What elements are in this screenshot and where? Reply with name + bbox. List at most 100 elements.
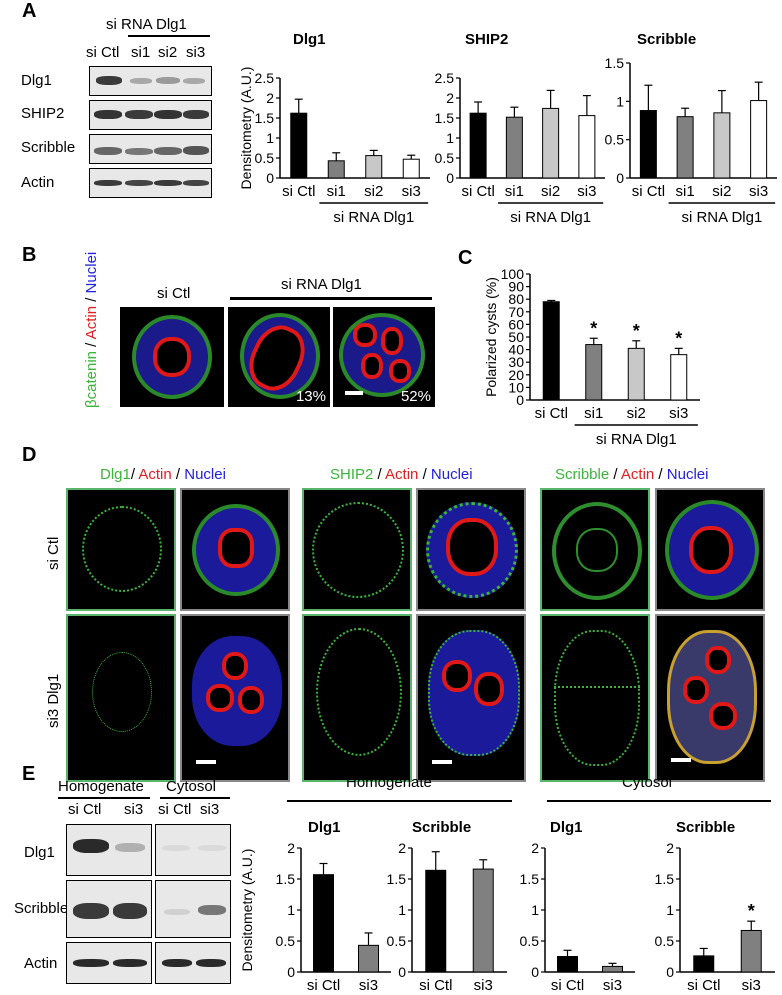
western-blot-hom-actin (66, 942, 152, 984)
y-tick-label: 0.5 (255, 150, 275, 166)
y-tick-label: 2.5 (435, 70, 455, 86)
cyst-image-si-rna-2: 52% (333, 307, 435, 407)
x-tick-label: si2 (627, 405, 646, 422)
percentage-label: 52% (400, 388, 431, 405)
lane-label: si Ctl (158, 801, 192, 818)
panel-d-header-ship2: SHIP2 / Actin / Nuclei (330, 466, 473, 483)
percentage-label: 13% (295, 388, 326, 405)
bar (639, 110, 657, 179)
micrograph-ship2-si3 (302, 614, 412, 782)
y-tick-label: 60 (508, 316, 524, 332)
western-blot-hom-scribble (66, 880, 152, 938)
y-tick-label: 100 (501, 266, 525, 282)
chart-title: SHIP2 (465, 31, 508, 48)
chart-title: Scribble (637, 31, 696, 48)
x-tick-label: si3 (742, 977, 761, 994)
western-blot-cyt-dlg1 (155, 824, 231, 876)
y-tick-label: 0 (666, 964, 674, 980)
y-tick-label: 1.5 (655, 871, 675, 887)
bar (505, 116, 523, 179)
group-label: si RNA Dlg1 (596, 431, 677, 448)
lane-label: si3 (186, 44, 206, 61)
y-tick-label: 0 (446, 170, 454, 186)
bar (358, 944, 379, 973)
chart-title: Dlg1 (308, 819, 341, 836)
y-tick-label: 2 (398, 840, 406, 856)
bar (425, 869, 447, 973)
bar (713, 112, 731, 179)
y-tick-label: 1.5 (605, 55, 625, 71)
lane-label: si Ctl (68, 801, 102, 818)
micrograph-dlg1-si3 (66, 614, 176, 782)
panel-label-a: A (22, 0, 37, 22)
group-line (287, 800, 512, 802)
x-tick-label: si2 (712, 183, 731, 200)
y-tick-label: 2 (266, 90, 274, 106)
chart-group-header-cytosol: Cytosol (622, 774, 673, 791)
western-blot-scribble (89, 134, 212, 164)
bar (693, 955, 715, 973)
bar (585, 344, 603, 401)
bar (290, 112, 308, 179)
chart-e-cyt-dlg1: Dlg1 0 0.5 1 1.5 2 si Ctl si3 (520, 819, 635, 994)
group-label: si RNA Dlg1 (333, 209, 414, 226)
chart-group-header-homogenate: Homogenate (346, 774, 432, 791)
y-tick-label: 1 (398, 902, 406, 918)
y-tick-label: 1.5 (520, 871, 540, 887)
micrograph-merge-scribble-si3 (655, 614, 765, 782)
x-tick-label: si1 (327, 183, 346, 200)
chart-c-polarized-cysts: Polarized cysts (%) 010203040506070809010… (483, 266, 700, 448)
bar (469, 112, 487, 179)
y-tick-label: 0 (398, 964, 406, 980)
y-tick-label: 1.5 (387, 871, 407, 887)
y-tick-label: 2 (446, 90, 454, 106)
blot-header-homogenate: Homogenate (58, 778, 144, 795)
x-tick-label: si3 (402, 183, 421, 200)
blot-row-label: Scribble (14, 900, 69, 917)
chart-e-hom-dlg1: Dlg1 Densitometry (A.U.) 0 0.5 1 1.5 2 si Ctl si… (239, 819, 391, 994)
blot-row-label: Dlg1 (21, 72, 52, 89)
bar (557, 956, 578, 973)
western-blot-cyt-scribble (155, 880, 231, 938)
bar (327, 160, 345, 179)
y-tick-label: 0 (287, 964, 295, 980)
micrograph-ship2-si-ctl (302, 488, 412, 611)
x-tick-label: si Ctl (307, 977, 340, 994)
micrograph-scribble-si3 (540, 614, 650, 782)
y-tick-label: 2 (531, 840, 539, 856)
y-axis-label: Densitometry (A.U.) (239, 849, 255, 972)
significance-star: * (748, 901, 755, 921)
bar (365, 155, 383, 179)
x-tick-label: si Ctl (419, 977, 452, 994)
y-tick-label: 0 (266, 170, 274, 186)
chart-title: Dlg1 (293, 31, 326, 48)
lane-label: si Ctl (86, 44, 120, 61)
y-tick-label: 0 (516, 392, 524, 408)
y-tick-label: 1 (666, 902, 674, 918)
panel-d-header-scribble: Scribble / Actin / Nuclei (555, 466, 709, 483)
x-tick-label: si Ctl (551, 977, 584, 994)
y-tick-label: 0.5 (435, 150, 455, 166)
bar (627, 347, 645, 401)
bar (472, 868, 494, 973)
chart-title: Dlg1 (550, 819, 583, 836)
panel-label-d: D (22, 444, 37, 466)
x-tick-label: si3 (749, 183, 768, 200)
y-tick-label: 10 (508, 379, 524, 395)
lane-label: si2 (158, 44, 178, 61)
bar (750, 100, 768, 179)
x-tick-label: si2 (364, 183, 383, 200)
y-tick-label: 30 (508, 354, 524, 370)
western-blot-dlg1 (89, 66, 212, 96)
chart-a-ship2: SHIP2 0 0.5 1 1.5 2 2.5 si Ctl si1 si2 si3 si RNA D… (435, 31, 605, 226)
y-axis-label: Densitometry (A.U.) (238, 67, 254, 190)
column-label-group: si RNA Dlg1 (281, 276, 362, 293)
y-tick-label: 1 (531, 902, 539, 918)
significance-star: * (633, 321, 640, 341)
chart-a-scribble: Scribble 0 0.5 1 1.5 si Ctl si1 si2 si3 si RNA Dl… (605, 31, 777, 226)
y-axis-label: Polarized cysts (%) (483, 277, 499, 397)
group-label: si RNA Dlg1 (510, 209, 591, 226)
y-tick-label: 0.5 (276, 933, 296, 949)
blot-row-label: Dlg1 (24, 844, 55, 861)
cyst-image-si-rna-1: 13% (228, 307, 330, 407)
